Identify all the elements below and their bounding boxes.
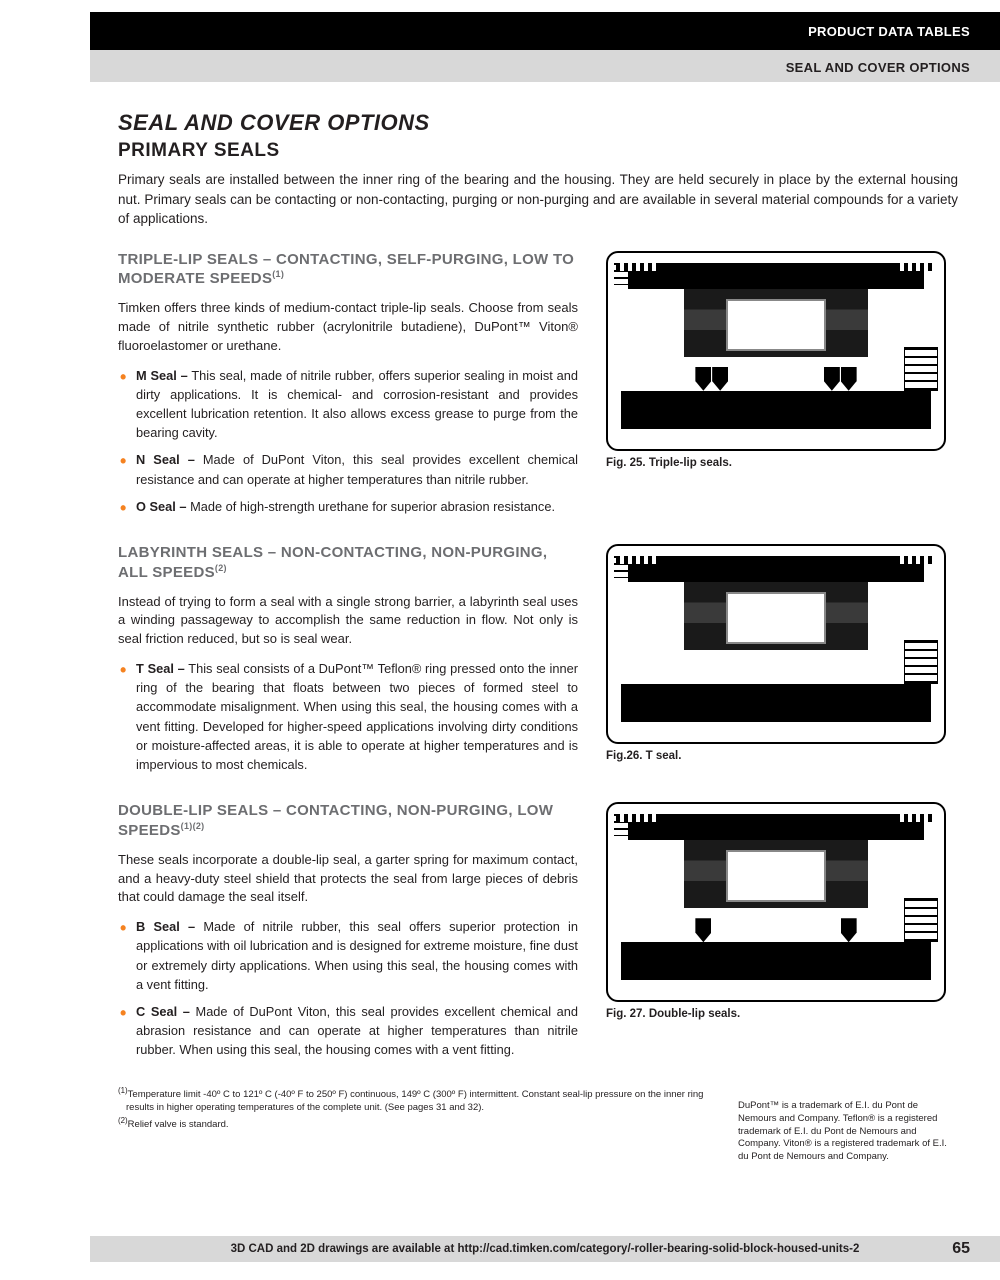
section-heading-labyrinth: LABYRINTH SEALS – NON-CONTACTING, NON-PU… bbox=[118, 544, 578, 583]
section-body-double: These seals incorporate a double-lip sea… bbox=[118, 851, 578, 908]
footnotes: (1)Temperature limit -40º C to 121º C (-… bbox=[118, 1086, 718, 1133]
page-title: SEAL AND COVER OPTIONS bbox=[118, 110, 958, 136]
header-gray-band: SEAL AND COVER OPTIONS bbox=[90, 50, 1000, 82]
figure-caption-labyrinth: Fig.26. T seal. bbox=[606, 750, 958, 762]
list-item: O Seal – Made of high-strength urethane … bbox=[136, 497, 578, 516]
section-body-triple: Timken offers three kinds of medium-cont… bbox=[118, 299, 578, 356]
section-double: DOUBLE-LIP SEALS – CONTACTING, NON-PURGI… bbox=[118, 802, 958, 1067]
figure-t-seal bbox=[606, 544, 946, 744]
seal-list-double: B Seal – Made of nitrile rubber, this se… bbox=[118, 917, 578, 1059]
seal-list-triple: M Seal – This seal, made of nitrile rubb… bbox=[118, 366, 578, 516]
header-black-band: PRODUCT DATA TABLES bbox=[90, 12, 1000, 50]
figure-double-lip bbox=[606, 802, 946, 1002]
page-subtitle: PRIMARY SEALS bbox=[118, 140, 958, 162]
section-labyrinth: LABYRINTH SEALS – NON-CONTACTING, NON-PU… bbox=[118, 544, 958, 782]
section-triple: TRIPLE-LIP SEALS – CONTACTING, SELF-PURG… bbox=[118, 251, 958, 524]
seal-list-labyrinth: T Seal – This seal consists of a DuPont™… bbox=[118, 659, 578, 774]
section-heading-double: DOUBLE-LIP SEALS – CONTACTING, NON-PURGI… bbox=[118, 802, 578, 841]
figure-caption-double: Fig. 27. Double-lip seals. bbox=[606, 1008, 958, 1020]
figure-caption-triple: Fig. 25. Triple-lip seals. bbox=[606, 457, 958, 469]
section-heading-triple: TRIPLE-LIP SEALS – CONTACTING, SELF-PURG… bbox=[118, 251, 578, 290]
footer-bar: 3D CAD and 2D drawings are available at … bbox=[90, 1236, 1000, 1262]
list-item: N Seal – Made of DuPont Viton, this seal… bbox=[136, 450, 578, 488]
intro-paragraph: Primary seals are installed between the … bbox=[118, 170, 958, 229]
figure-triple-lip bbox=[606, 251, 946, 451]
list-item: M Seal – This seal, made of nitrile rubb… bbox=[136, 366, 578, 443]
page-number: 65 bbox=[952, 1240, 970, 1258]
trademark-notice: DuPont™ is a trademark of E.I. du Pont d… bbox=[738, 1100, 958, 1164]
list-item: B Seal – Made of nitrile rubber, this se… bbox=[136, 917, 578, 994]
list-item: C Seal – Made of DuPont Viton, this seal… bbox=[136, 1002, 578, 1060]
page-content: SEAL AND COVER OPTIONS PRIMARY SEALS Pri… bbox=[118, 110, 958, 1220]
section-body-labyrinth: Instead of trying to form a seal with a … bbox=[118, 593, 578, 650]
list-item: T Seal – This seal consists of a DuPont™… bbox=[136, 659, 578, 774]
